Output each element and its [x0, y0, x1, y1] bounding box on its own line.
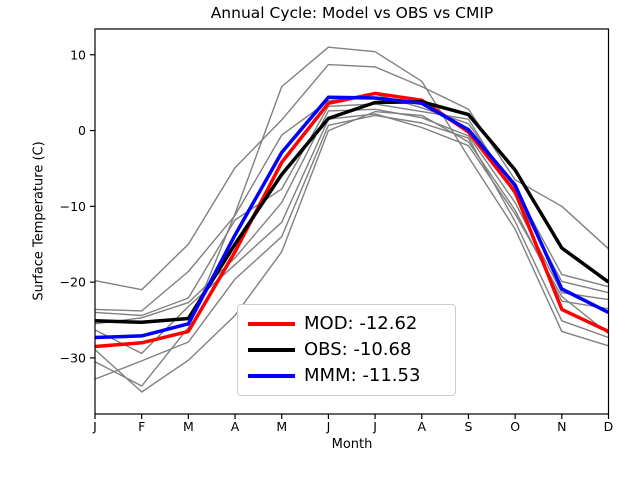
series-cmip-6-line — [94, 113, 609, 355]
legend-entry: OBS: -10.68 — [248, 341, 445, 359]
y-tick-label: −20 — [60, 275, 86, 290]
y-tick-label: −30 — [60, 350, 86, 365]
chart-title: Annual Cycle: Model vs OBS vs CMIP — [210, 4, 494, 22]
x-axis-label: Month — [331, 437, 373, 452]
x-tick-label: S — [464, 419, 472, 434]
x-tick-label: D — [604, 419, 614, 434]
x-tick-label: O — [510, 419, 520, 434]
series-cmip-3-line — [94, 93, 609, 312]
legend-entry-label: OBS: -10.68 — [304, 339, 412, 360]
x-tick-label: J — [372, 419, 377, 434]
plot-border — [94, 28, 610, 415]
series-cmip-5-line — [94, 108, 609, 325]
legend: MOD: -12.62 OBS: -10.68 MMM: -11.53 — [237, 304, 456, 396]
series-obs-line — [94, 100, 610, 325]
legend-line-swatch — [248, 322, 295, 326]
x-tick-label: J — [326, 419, 331, 434]
x-tick-label: M — [276, 419, 287, 434]
y-tick-label: 0 — [78, 123, 86, 138]
x-tick-label: J — [92, 419, 97, 434]
series-cmip-1-line — [94, 46, 609, 387]
x-tick-label: F — [138, 419, 145, 434]
legend-line-swatch — [248, 374, 295, 378]
legend-entry: MOD: -12.62 — [248, 315, 445, 333]
legend-entry-label: MMM: -11.53 — [304, 365, 421, 386]
legend-entry-label: MOD: -12.62 — [304, 313, 418, 334]
x-tick-label: N — [557, 419, 566, 434]
x-tick-label: A — [231, 419, 240, 434]
y-tick-label: −10 — [60, 199, 86, 214]
legend-line-swatch — [248, 348, 295, 352]
series-cmip-4-line — [94, 103, 609, 317]
series-mmm-line — [94, 95, 610, 340]
series-cmip-8-line — [94, 110, 609, 393]
x-tick-label: A — [417, 419, 426, 434]
y-tick-label: 10 — [70, 47, 86, 62]
legend-entry: MMM: -11.53 — [248, 367, 445, 385]
x-tick-label: M — [183, 419, 194, 434]
